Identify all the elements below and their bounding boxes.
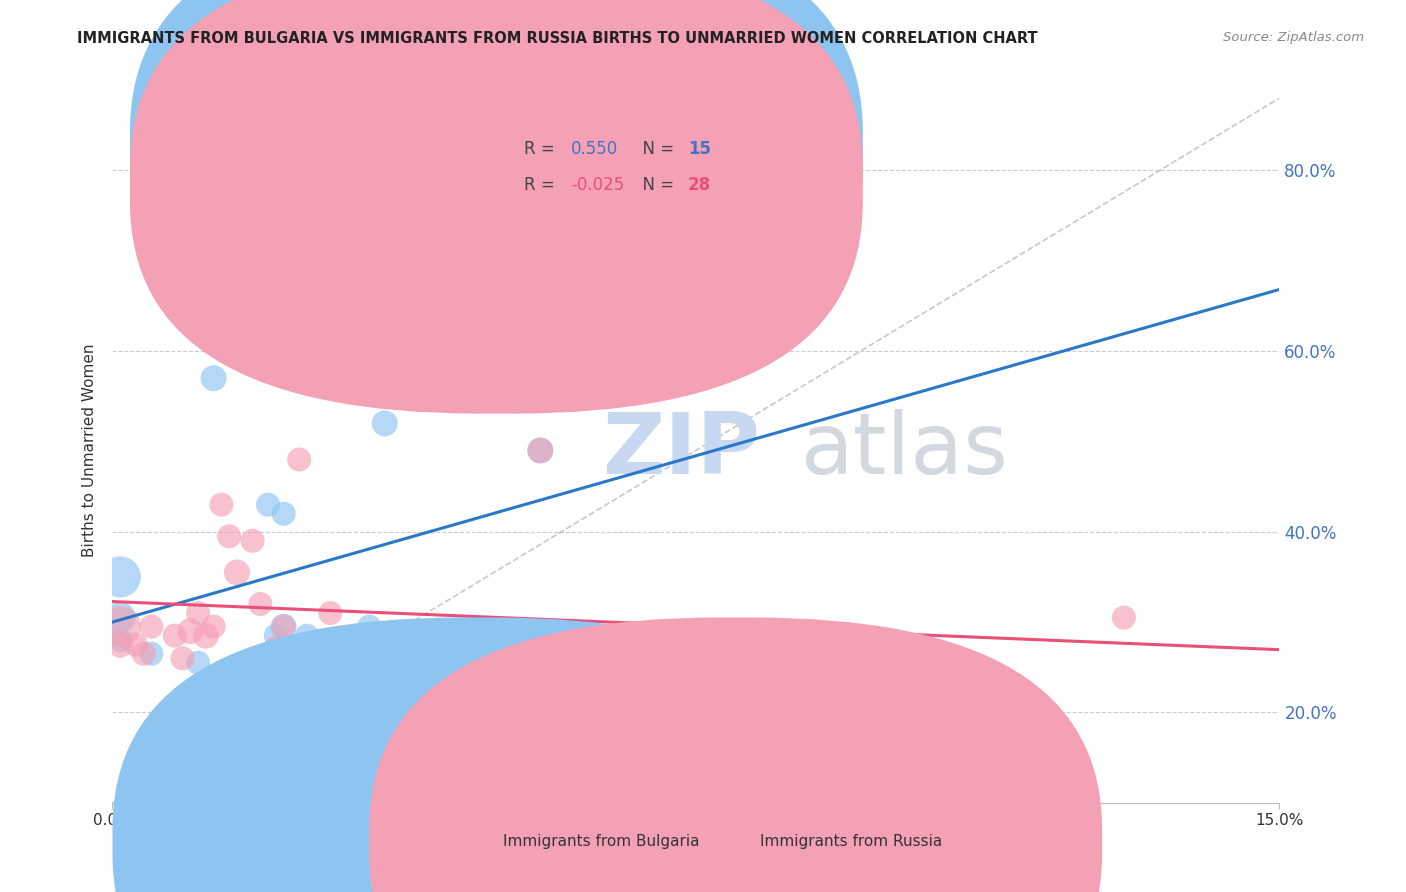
- Point: [295, 687, 318, 701]
- FancyBboxPatch shape: [468, 127, 742, 207]
- Text: 0.550: 0.550: [571, 140, 619, 158]
- Point: [187, 656, 209, 670]
- Point: [529, 443, 551, 458]
- Point: [163, 629, 186, 643]
- Y-axis label: Births to Unmarried Women: Births to Unmarried Women: [82, 343, 97, 558]
- Text: atlas: atlas: [801, 409, 1010, 492]
- Point: [607, 719, 630, 733]
- Point: [209, 498, 232, 512]
- Text: 15: 15: [688, 140, 711, 158]
- FancyBboxPatch shape: [129, 0, 863, 414]
- Text: R =: R =: [524, 176, 561, 194]
- FancyBboxPatch shape: [129, 0, 863, 378]
- Point: [242, 533, 264, 548]
- Point: [359, 619, 381, 633]
- Text: 28: 28: [688, 176, 711, 194]
- Point: [273, 619, 295, 633]
- Point: [226, 566, 249, 580]
- Point: [187, 606, 209, 620]
- Point: [249, 597, 271, 611]
- Point: [583, 633, 606, 648]
- Point: [110, 638, 132, 652]
- Point: [374, 417, 396, 431]
- Text: Source: ZipAtlas.com: Source: ZipAtlas.com: [1223, 31, 1364, 45]
- Point: [125, 638, 148, 652]
- Point: [288, 452, 311, 467]
- Point: [264, 629, 287, 643]
- Point: [179, 624, 201, 639]
- Point: [273, 507, 295, 521]
- Point: [319, 728, 342, 742]
- Point: [1112, 610, 1135, 624]
- Text: Immigrants from Bulgaria: Immigrants from Bulgaria: [503, 834, 700, 849]
- Point: [202, 619, 225, 633]
- Point: [172, 651, 194, 665]
- Point: [194, 629, 217, 643]
- Text: N =: N =: [631, 176, 679, 194]
- Point: [141, 647, 163, 661]
- FancyBboxPatch shape: [370, 617, 1102, 892]
- Point: [273, 619, 295, 633]
- Point: [132, 647, 155, 661]
- Point: [202, 371, 225, 385]
- Text: IMMIGRANTS FROM BULGARIA VS IMMIGRANTS FROM RUSSIA BIRTHS TO UNMARRIED WOMEN COR: IMMIGRANTS FROM BULGARIA VS IMMIGRANTS F…: [77, 31, 1038, 46]
- Text: -0.025: -0.025: [571, 176, 624, 194]
- Text: ZIP: ZIP: [603, 409, 761, 492]
- Text: R =: R =: [524, 140, 565, 158]
- Point: [374, 281, 396, 295]
- Point: [319, 606, 342, 620]
- Point: [110, 610, 132, 624]
- Point: [110, 570, 132, 584]
- Point: [264, 642, 287, 657]
- Point: [218, 529, 240, 543]
- Point: [257, 498, 280, 512]
- Point: [295, 629, 318, 643]
- Point: [141, 619, 163, 633]
- Text: N =: N =: [631, 140, 679, 158]
- Text: Immigrants from Russia: Immigrants from Russia: [761, 834, 942, 849]
- Point: [529, 443, 551, 458]
- Point: [110, 619, 132, 633]
- FancyBboxPatch shape: [112, 617, 845, 892]
- Point: [110, 633, 132, 648]
- Point: [841, 755, 863, 769]
- Point: [343, 796, 366, 810]
